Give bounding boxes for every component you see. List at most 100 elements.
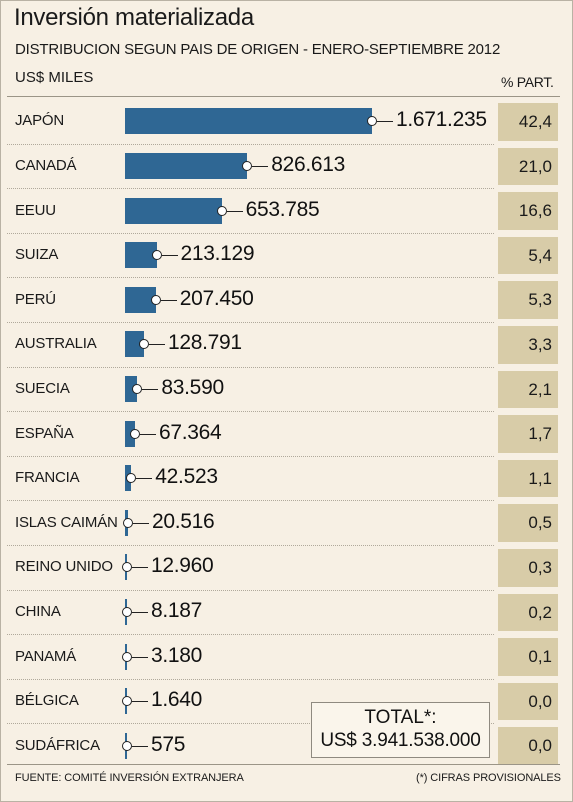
category-label: PERÚ xyxy=(15,290,56,308)
share-value: 0,0 xyxy=(498,727,558,765)
data-label: 42.523 xyxy=(155,465,218,489)
leader-line xyxy=(140,433,156,435)
share-value: 16,6 xyxy=(498,192,558,230)
bar-end-marker xyxy=(150,294,161,305)
leader-line xyxy=(160,299,177,301)
leader-line xyxy=(377,121,393,123)
row-separator xyxy=(7,589,494,591)
leader-line xyxy=(136,478,153,480)
bar-end-marker xyxy=(126,473,137,484)
leader-line xyxy=(142,388,159,390)
row-separator xyxy=(7,500,494,502)
share-value: 3,3 xyxy=(498,326,558,364)
bar xyxy=(125,152,248,179)
category-label: BÉLGICA xyxy=(15,692,79,710)
chart-title: Inversión materializada xyxy=(14,4,254,31)
category-label: SUECIA xyxy=(15,379,70,397)
bar xyxy=(125,242,157,269)
data-label: 20.516 xyxy=(152,509,215,533)
data-label: 83.590 xyxy=(161,375,224,399)
row-separator xyxy=(7,634,494,636)
category-label: FRANCIA xyxy=(15,469,80,487)
bar-end-marker xyxy=(139,339,149,350)
category-label: ESPAÑA xyxy=(15,424,74,442)
category-label: EEUU xyxy=(15,201,56,219)
share-value: 1,7 xyxy=(498,415,558,453)
data-label: 653.785 xyxy=(245,197,320,221)
category-label: CHINA xyxy=(15,602,61,620)
category-label: AUSTRALIA xyxy=(15,335,97,353)
bar xyxy=(125,286,156,313)
leader-line xyxy=(132,611,148,613)
share-value: 5,3 xyxy=(498,281,558,319)
bar xyxy=(125,197,222,224)
source-note: FUENTE: COMITÉ INVERSIÓN EXTRANJERA xyxy=(15,772,244,784)
row-separator xyxy=(7,545,494,546)
bar-end-marker xyxy=(122,606,132,617)
category-label: ISLAS CAIMÁN xyxy=(15,513,118,531)
row-separator xyxy=(7,411,494,413)
share-value: 0,2 xyxy=(498,593,558,632)
share-value: 42,4 xyxy=(498,103,558,141)
share-value: 21,0 xyxy=(498,147,558,186)
leader-line xyxy=(132,656,148,658)
leader-line xyxy=(149,344,165,346)
row-separator xyxy=(7,723,494,725)
bar-end-marker xyxy=(122,696,132,707)
data-label: 1.640 xyxy=(151,688,203,712)
chart-subtitle: DISTRIBUCION SEGUN PAIS DE ORIGEN - ENER… xyxy=(15,41,501,58)
bar xyxy=(125,108,372,135)
data-label: 575 xyxy=(151,732,186,756)
category-label: REINO UNIDO xyxy=(15,558,113,576)
category-label: SUDÁFRICA xyxy=(15,736,100,754)
bar-end-marker xyxy=(122,740,132,751)
data-label: 12.960 xyxy=(151,554,214,578)
data-label: 3.180 xyxy=(151,643,203,667)
leader-line xyxy=(161,255,178,257)
leader-line xyxy=(132,701,148,703)
leader-line xyxy=(133,522,149,524)
category-label: CANADÁ xyxy=(15,156,77,174)
share-column-header: % PART. xyxy=(501,74,554,90)
data-label: 1.671.235 xyxy=(396,108,487,132)
data-label: 826.613 xyxy=(271,152,345,176)
footer-divider xyxy=(7,764,560,765)
category-label: JAPÓN xyxy=(15,112,65,130)
share-value: 0,5 xyxy=(498,504,558,542)
share-value: 0,1 xyxy=(498,638,558,676)
total-box: TOTAL*: US$ 3.941.538.000 xyxy=(311,702,490,758)
leader-line xyxy=(132,745,148,747)
share-value: 0,0 xyxy=(498,682,558,721)
leader-line xyxy=(252,165,269,167)
share-value: 5,4 xyxy=(498,236,558,275)
row-separator xyxy=(7,143,494,145)
share-value: 2,1 xyxy=(498,370,558,409)
row-separator xyxy=(7,678,494,680)
data-label: 8.187 xyxy=(151,598,203,622)
bar-end-marker xyxy=(242,160,253,171)
bar-end-marker xyxy=(132,383,143,394)
data-label: 67.364 xyxy=(159,420,222,444)
unit-label: US$ MILES xyxy=(15,69,94,86)
row-separator xyxy=(7,366,494,368)
bar xyxy=(125,331,144,358)
bar-end-marker xyxy=(151,250,162,261)
data-label: 207.450 xyxy=(179,286,254,310)
bar-end-marker xyxy=(122,651,132,662)
bar-end-marker xyxy=(122,562,132,573)
bar-end-marker xyxy=(130,428,140,439)
leader-line xyxy=(226,210,243,212)
row-separator xyxy=(7,322,494,323)
category-label: PANAMÁ xyxy=(15,647,77,665)
row-separator xyxy=(7,232,494,234)
bar-end-marker xyxy=(216,205,227,216)
category-label: SUIZA xyxy=(15,246,59,264)
bar-end-marker xyxy=(123,517,133,528)
data-label: 213.129 xyxy=(180,242,255,266)
row-separator xyxy=(7,455,494,457)
row-separator xyxy=(7,277,494,279)
provisional-note: (*) CIFRAS PROVISIONALES xyxy=(416,772,561,784)
share-value: 0,3 xyxy=(498,549,558,587)
bar xyxy=(125,375,138,402)
